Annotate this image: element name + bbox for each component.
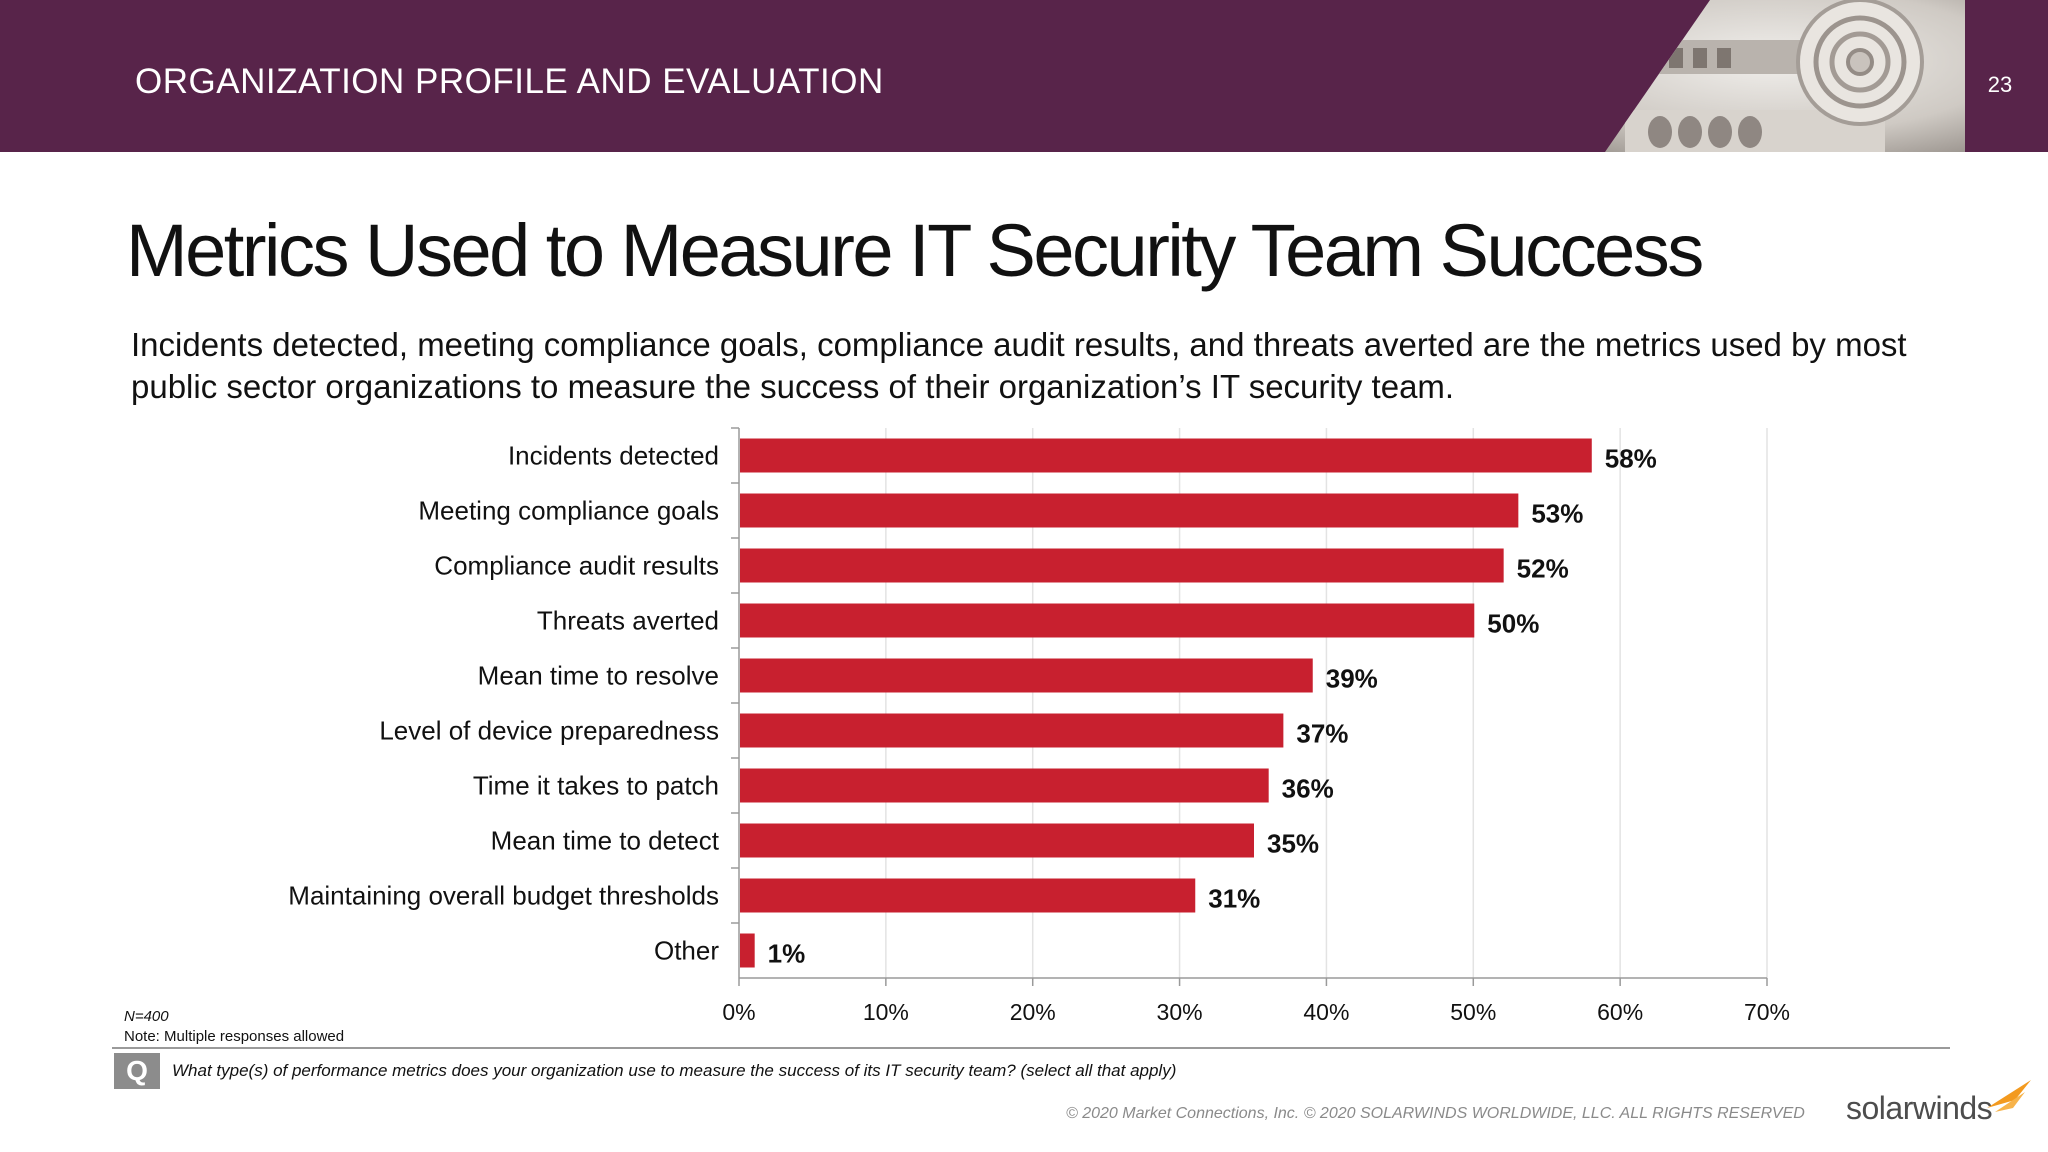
solarwinds-bird-icon	[1987, 1080, 2031, 1112]
slide-subtitle: Incidents detected, meeting compliance g…	[131, 326, 1907, 405]
question-divider	[112, 1047, 1950, 1049]
bar	[740, 878, 1196, 913]
x-tick-label: 50%	[1450, 999, 1496, 1025]
column-capital-image	[1605, 0, 1965, 152]
bar	[740, 933, 755, 968]
bar	[740, 713, 1284, 748]
data-label: 39%	[1326, 664, 1378, 694]
data-label: 31%	[1208, 884, 1260, 914]
page-number: 23	[1987, 72, 2013, 97]
section-title: ORGANIZATION PROFILE AND EVALUATION	[135, 62, 884, 101]
category-label: Threats averted	[537, 606, 719, 636]
category-label: Incidents detected	[508, 441, 719, 471]
bar	[740, 603, 1475, 638]
data-label: 50%	[1487, 609, 1539, 639]
x-tick-label: 10%	[863, 999, 909, 1025]
question-icon: Q	[114, 1053, 160, 1089]
solarwinds-logo-text: solarwinds	[1846, 1090, 1993, 1126]
sample-size-note: N=400	[124, 1008, 169, 1025]
data-label: 1%	[768, 939, 806, 969]
bar	[740, 768, 1269, 803]
data-label: 35%	[1267, 829, 1319, 859]
category-label: Level of device preparedness	[379, 716, 719, 746]
data-label: 58%	[1605, 444, 1657, 474]
x-tick-label: 30%	[1157, 999, 1203, 1025]
category-label: Mean time to resolve	[478, 661, 719, 691]
category-label: Meeting compliance goals	[418, 496, 719, 526]
x-tick-label: 40%	[1303, 999, 1349, 1025]
category-label: Mean time to detect	[491, 826, 720, 856]
x-tick-label: 60%	[1597, 999, 1643, 1025]
x-tick-label: 70%	[1744, 999, 1790, 1025]
x-tick-label: 0%	[722, 999, 755, 1025]
bar	[740, 493, 1519, 528]
category-label: Compliance audit results	[434, 551, 719, 581]
bar	[740, 658, 1313, 693]
data-label: 37%	[1296, 719, 1348, 749]
category-label: Other	[654, 936, 719, 966]
bar	[740, 548, 1504, 583]
bar	[740, 823, 1254, 858]
data-label: 52%	[1517, 554, 1569, 584]
bar	[740, 438, 1592, 473]
data-label: 36%	[1282, 774, 1334, 804]
slide-title: Metrics Used to Measure IT Security Team…	[126, 209, 1704, 292]
bar-chart: 0% 10% 20% 30% 40% 50% 60% 70% Incidents detecte…	[288, 427, 1790, 1025]
survey-question: What type(s) of performance metrics does…	[172, 1061, 1177, 1080]
data-label: 53%	[1531, 499, 1583, 529]
category-label: Time it takes to patch	[473, 771, 719, 801]
category-label: Maintaining overall budget thresholds	[288, 881, 719, 911]
responses-note: Note: Multiple responses allowed	[124, 1028, 345, 1045]
x-tick-label: 20%	[1010, 999, 1056, 1025]
copyright-notice: © 2020 Market Connections, Inc. © 2020 S…	[1066, 1105, 1805, 1122]
